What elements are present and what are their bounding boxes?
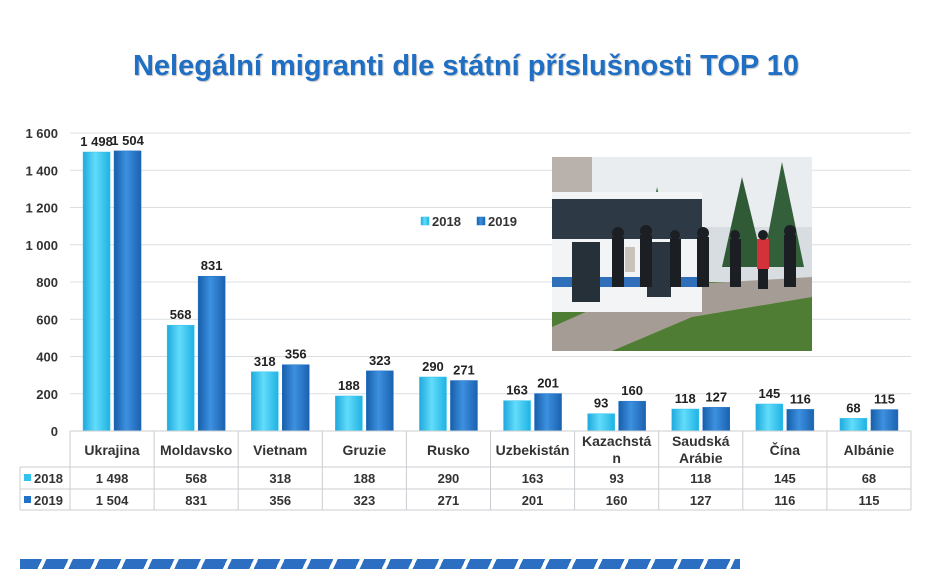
bar-2018 <box>503 400 531 432</box>
data-label-2018: 568 <box>170 307 192 322</box>
y-tick-label: 600 <box>36 312 58 327</box>
table-cell: 160 <box>606 493 628 508</box>
table-cell: 290 <box>438 471 460 486</box>
category-label: Moldavsko <box>160 442 232 458</box>
data-label-2019: 831 <box>201 258 223 273</box>
data-label-2018: 318 <box>254 354 276 369</box>
migrants-bus-photo <box>552 157 812 351</box>
category-label: Arábie <box>679 450 723 466</box>
table-cell: 116 <box>774 493 795 508</box>
table-cell: 318 <box>269 471 291 486</box>
data-label-2019: 1 504 <box>111 133 144 148</box>
y-tick-label: 1 600 <box>25 126 58 141</box>
bar-2018 <box>755 403 784 432</box>
table-cell: 188 <box>353 471 375 486</box>
bar-2018 <box>587 413 615 432</box>
table-cell: 356 <box>269 493 291 508</box>
legend-key-2019 <box>24 496 31 503</box>
y-tick-label: 800 <box>36 275 58 290</box>
table-cell: 568 <box>185 471 207 486</box>
data-label-2019: 201 <box>537 376 559 391</box>
table-cell: 93 <box>609 471 623 486</box>
category-label: Albánie <box>844 442 895 458</box>
table-cell: 163 <box>522 471 544 486</box>
bar-2018 <box>839 418 868 432</box>
category-label: Gruzie <box>343 442 387 458</box>
data-label-2018: 145 <box>758 386 780 401</box>
category-label: Uzbekistán <box>496 442 570 458</box>
data-label-2019: 271 <box>453 363 475 378</box>
table-cell: 115 <box>858 493 879 508</box>
y-tick-label: 1 200 <box>25 201 58 216</box>
bar-2019 <box>618 400 646 432</box>
bar-2018 <box>82 151 111 432</box>
legend-swatch-2018 <box>420 216 430 226</box>
y-tick-label: 200 <box>36 387 58 402</box>
chart-title: Nelegální migranti dle státní příslušnos… <box>132 50 800 82</box>
bar-2019 <box>786 409 815 432</box>
data-label-2018: 163 <box>506 383 528 398</box>
table-cell: 271 <box>438 493 460 508</box>
bar-2018 <box>166 324 195 432</box>
category-label: Čína <box>770 441 801 458</box>
row-label: 2019 <box>34 493 63 508</box>
bar-2019 <box>870 409 899 432</box>
data-label-2019: 356 <box>285 347 307 362</box>
table-cell: 201 <box>522 493 544 508</box>
y-tick-label: 0 <box>51 424 58 439</box>
y-tick-label: 400 <box>36 350 58 365</box>
bar-2019 <box>366 370 394 432</box>
bar-2019 <box>282 364 310 432</box>
table-cell: 831 <box>185 493 207 508</box>
table-cell: 323 <box>353 493 375 508</box>
legend-label: 2018 <box>432 214 461 229</box>
data-label-2018: 1 498 <box>80 134 113 149</box>
category-label: n <box>612 450 621 466</box>
table-cell: 127 <box>690 493 712 508</box>
decorative-stripes <box>20 559 740 569</box>
data-label-2018: 68 <box>846 400 860 415</box>
bar-2019 <box>113 150 142 432</box>
bar-2018 <box>335 395 363 432</box>
bar-2018 <box>251 371 279 432</box>
data-label-2019: 323 <box>369 353 391 368</box>
bar-2019 <box>450 380 478 432</box>
bar-2019 <box>534 393 562 432</box>
category-label: Kazachstá <box>582 433 651 449</box>
legend-swatch-2019 <box>476 216 486 226</box>
data-label-2019: 127 <box>705 389 727 404</box>
data-label-2018: 118 <box>675 391 696 406</box>
table-cell: 1 498 <box>96 471 129 486</box>
y-tick-label: 1 000 <box>25 238 58 253</box>
data-label-2019: 115 <box>874 392 895 407</box>
bar-2019 <box>702 407 730 432</box>
y-tick-label: 1 400 <box>25 163 58 178</box>
data-label-2018: 290 <box>422 359 444 374</box>
legend-key-2018 <box>24 474 31 481</box>
category-label: Vietnam <box>253 442 307 458</box>
data-label-2019: 160 <box>621 383 643 398</box>
data-label-2018: 93 <box>594 396 608 411</box>
table-cell: 68 <box>862 471 876 486</box>
table-cell: 145 <box>774 471 796 486</box>
bar-2018 <box>671 408 699 432</box>
category-label: Saudská <box>672 433 730 449</box>
legend-label: 2019 <box>488 214 517 229</box>
data-label-2018: 188 <box>338 378 360 393</box>
table-cell: 1 504 <box>96 493 129 508</box>
table-cell: 118 <box>690 471 711 486</box>
bar-2018 <box>419 376 447 432</box>
category-label: Ukrajina <box>84 442 139 458</box>
bar-2019 <box>197 275 226 432</box>
row-label: 2018 <box>34 471 63 486</box>
data-label-2019: 116 <box>790 391 811 406</box>
category-label: Rusko <box>427 442 470 458</box>
